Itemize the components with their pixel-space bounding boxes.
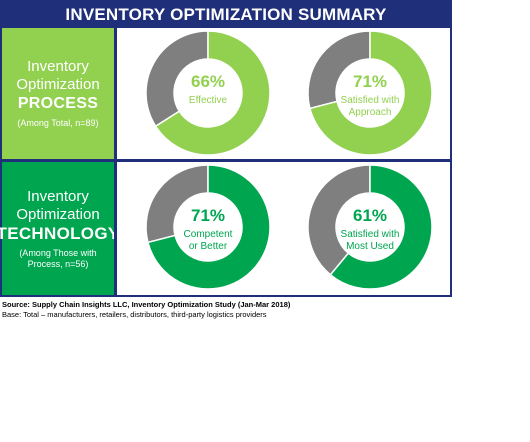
column-divider [114, 28, 117, 295]
donut-slice-remainder [145, 30, 209, 128]
donut-caption: or Better [189, 241, 228, 252]
row-label-line: Inventory [27, 58, 89, 75]
row-label-line: Inventory [27, 187, 89, 205]
donut-slice-remainder [307, 164, 371, 276]
donut-slice-value [329, 164, 433, 290]
donut-value-label: 61% [353, 206, 387, 225]
row-divider [2, 159, 450, 162]
donut-caption: Satisfied with [341, 229, 400, 240]
row-label-line: Optimization [16, 205, 100, 223]
donut-slice-value [147, 164, 271, 290]
donut-chart: 66% Effective [145, 30, 271, 156]
row-label-sub: (Among Those with [19, 247, 97, 258]
row-label-line: Optimization [16, 76, 100, 93]
row-label-strong: PROCESS [17, 95, 99, 112]
row-label-sub: Process, n=56) [27, 258, 89, 269]
donut-caption: Effective [189, 95, 228, 106]
donut-slice-remainder [307, 30, 371, 110]
summary-frame: INVENTORY OPTIMIZATION SUMMARY Inventory… [0, 0, 452, 297]
donut-caption: Approach [349, 107, 392, 118]
donut-caption: Competent [184, 229, 233, 240]
donut-caption: Satisfied with [341, 95, 400, 106]
donut-caption: Most Used [346, 241, 394, 252]
summary-title: INVENTORY OPTIMIZATION SUMMARY [2, 2, 450, 28]
donut-hole [337, 194, 403, 260]
donut-hole [337, 60, 403, 126]
donut-slice-remainder [145, 164, 209, 244]
base-text: Base: Total – manufacturers, retailers, … [2, 310, 267, 319]
donut-slice-value [309, 30, 433, 156]
source-note: Source: Supply Chain Insights LLC, Inven… [2, 300, 290, 320]
donut-slice-value [154, 30, 271, 156]
row-label-process: Inventory Optimization PROCESS (Among To… [2, 28, 114, 159]
donut-value-label: 66% [191, 72, 225, 91]
row-label-sub: (Among Total, n=89) [17, 118, 99, 128]
row-label-strong: TECHNOLOGY [0, 223, 120, 243]
donut-hole [175, 60, 241, 126]
row-label-technology: Inventory Optimization TECHNOLOGY (Among… [0, 162, 119, 295]
donut-hole [175, 194, 241, 260]
donut-value-label: 71% [353, 72, 387, 91]
source-text: Source: Supply Chain Insights LLC, Inven… [2, 300, 291, 309]
donut-value-label: 71% [191, 206, 225, 225]
